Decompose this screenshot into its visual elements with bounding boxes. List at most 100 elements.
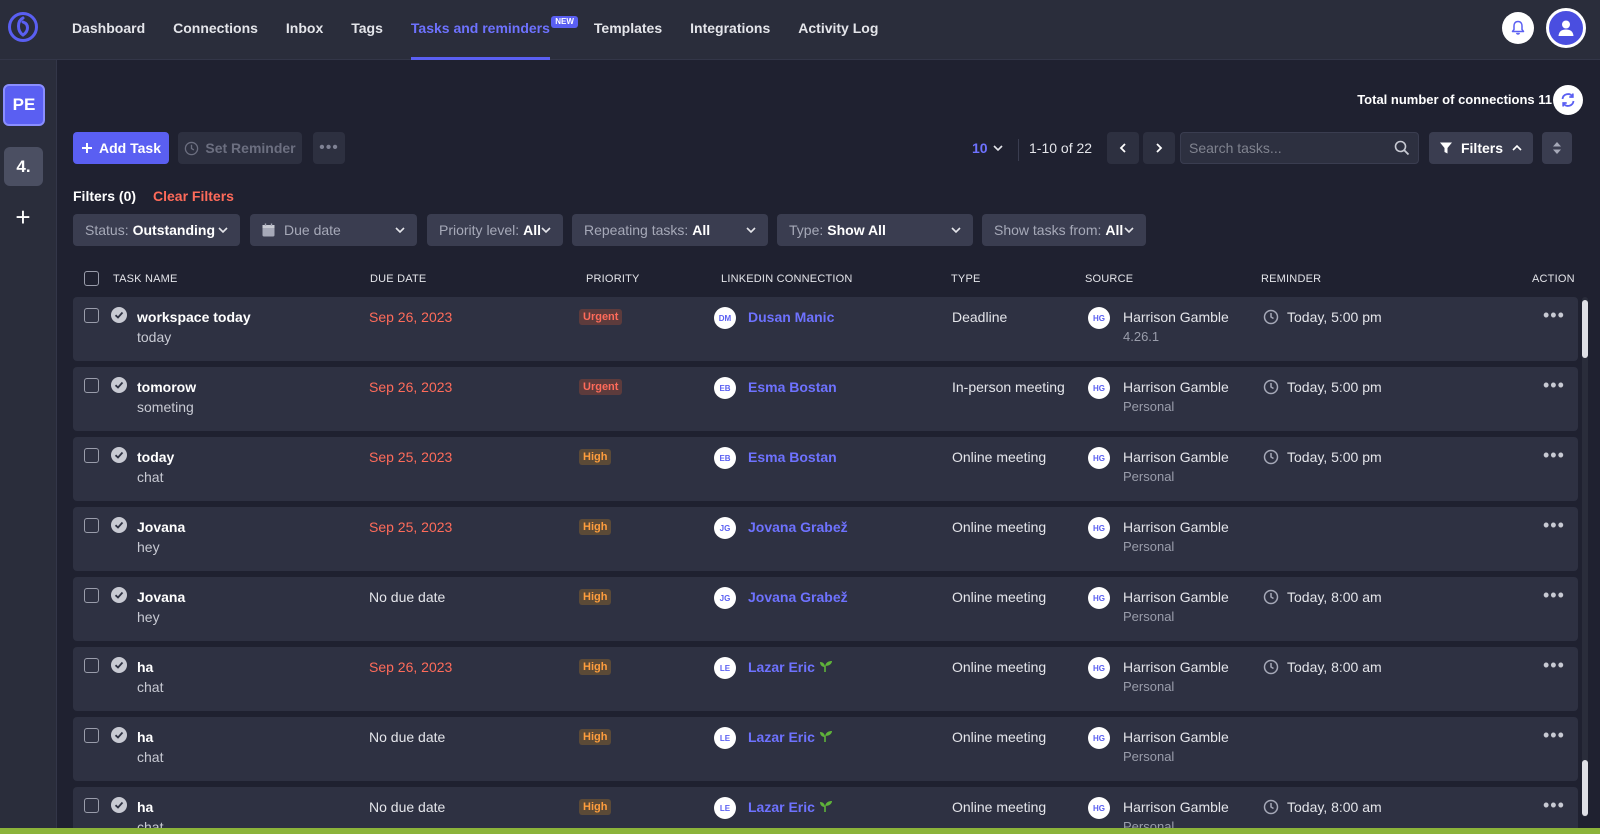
check-circle-icon[interactable] [111,587,127,603]
table-row[interactable]: ha chat No due date High LE Lazar Eric Online … [73,787,1578,828]
prev-page-button[interactable] [1107,132,1139,164]
connection-name[interactable]: Esma Bostan [748,449,837,465]
table-row[interactable]: tomorow someting Sep 26, 2023 Urgent EB Esma … [73,367,1578,431]
row-checkbox[interactable] [84,448,99,463]
row-checkbox[interactable] [84,378,99,393]
check-circle-icon[interactable] [111,797,127,813]
filters-toggle-button[interactable]: Filters [1429,132,1533,164]
sort-button[interactable] [1542,132,1572,164]
row-actions-button[interactable]: ••• [1543,795,1565,815]
complete-task-toggle[interactable] [111,727,127,748]
check-circle-icon[interactable] [111,657,127,673]
complete-task-toggle[interactable] [111,447,127,468]
reminder-time[interactable]: Today, 5:00 pm [1287,449,1382,465]
check-circle-icon[interactable] [111,377,127,393]
search-input[interactable] [1189,133,1389,163]
check-circle-icon[interactable] [111,517,127,533]
nav-connections[interactable]: Connections [173,20,258,36]
clear-filters-link[interactable]: Clear Filters [153,188,234,204]
due-date-filter-dropdown[interactable]: Due date [250,214,417,246]
row-checkbox[interactable] [84,588,99,603]
more-actions-button[interactable]: ••• [313,132,345,164]
repeating-filter-dropdown[interactable]: Repeating tasks: All [572,214,768,246]
task-name[interactable]: Jovana [137,519,186,535]
column-source[interactable]: SOURCE [1085,273,1134,285]
row-checkbox[interactable] [84,728,99,743]
column-task-name[interactable]: TASK NAME [113,273,178,285]
search-icon[interactable] [1394,140,1410,156]
add-task-button[interactable]: Add Task [73,132,169,164]
nav-dashboard[interactable]: Dashboard [72,20,146,36]
task-name[interactable]: tomorow [137,379,197,395]
connection-name[interactable]: Lazar Eric [748,799,833,815]
reminder-time[interactable]: Today, 5:00 pm [1287,379,1382,395]
connection-name[interactable]: Lazar Eric [748,729,833,745]
table-row[interactable]: today chat Sep 25, 2023 High EB Esma Bostan On… [73,437,1578,501]
row-checkbox[interactable] [84,658,99,673]
row-actions-button[interactable]: ••• [1543,725,1565,745]
reminder-time[interactable]: Today, 8:00 am [1287,799,1382,815]
complete-task-toggle[interactable] [111,377,127,398]
table-row[interactable]: workspace today today Sep 26, 2023 Urgent DM… [73,297,1578,361]
next-page-button[interactable] [1143,132,1175,164]
user-avatar[interactable] [1546,8,1586,48]
row-actions-button[interactable]: ••• [1543,585,1565,605]
task-name[interactable]: ha [137,729,154,745]
nav-templates[interactable]: Templates [593,20,663,36]
check-circle-icon[interactable] [111,307,127,323]
workspace-4[interactable]: 4. [4,147,43,186]
table-row[interactable]: Jovana hey Sep 25, 2023 High JG Jovana Grabež… [73,507,1578,571]
row-checkbox[interactable] [84,798,99,813]
task-name[interactable]: workspace today [137,309,251,325]
task-name[interactable]: today [137,449,175,465]
priority-filter-dropdown[interactable]: Priority level: All [427,214,563,246]
check-circle-icon[interactable] [111,447,127,463]
table-row[interactable]: ha chat No due date High LE Lazar Eric Online … [73,717,1578,781]
check-circle-icon[interactable] [111,727,127,743]
status-filter-dropdown[interactable]: Status: Outstanding [73,214,240,246]
row-actions-button[interactable]: ••• [1543,655,1565,675]
nav-integrations[interactable]: Integrations [690,20,771,36]
row-checkbox[interactable] [84,308,99,323]
notifications-button[interactable] [1502,12,1534,44]
reminder-time[interactable]: Today, 8:00 am [1287,659,1382,675]
row-actions-button[interactable]: ••• [1543,515,1565,535]
table-scrollbar-track[interactable] [1582,297,1588,817]
refresh-button[interactable] [1553,85,1583,115]
type-filter-dropdown[interactable]: Type: Show All [777,214,973,246]
workspace-pe[interactable]: PE [3,84,45,126]
reminder-time[interactable]: Today, 8:00 am [1287,589,1382,605]
table-scrollbar-thumb-lower[interactable] [1582,760,1588,816]
nav-activity-log[interactable]: Activity Log [798,20,879,36]
task-name[interactable]: Jovana [137,589,186,605]
column-linkedin-connection[interactable]: LINKEDIN CONNECTION [721,273,853,285]
column-type[interactable]: TYPE [951,273,981,285]
row-actions-button[interactable]: ••• [1543,305,1565,325]
table-row[interactable]: ha chat Sep 26, 2023 High LE Lazar Eric Online… [73,647,1578,711]
complete-task-toggle[interactable] [111,587,127,608]
logo-icon[interactable] [7,11,39,43]
table-scrollbar-thumb[interactable] [1582,300,1588,358]
connection-name[interactable]: Jovana Grabež [748,589,848,605]
nav-tasks-and-reminders[interactable]: Tasks and reminders NEW [397,0,580,60]
complete-task-toggle[interactable] [111,517,127,538]
nav-inbox[interactable]: Inbox [285,20,324,36]
connection-name[interactable]: Dusan Manic [748,309,834,325]
complete-task-toggle[interactable] [111,797,127,818]
column-priority[interactable]: PRIORITY [586,273,640,285]
table-row[interactable]: Jovana hey No due date High JG Jovana Grabež O… [73,577,1578,641]
task-name[interactable]: ha [137,659,154,675]
row-actions-button[interactable]: ••• [1543,445,1565,465]
per-page-select[interactable]: 10 [972,140,1004,156]
reminder-time[interactable]: Today, 5:00 pm [1287,309,1382,325]
complete-task-toggle[interactable] [111,657,127,678]
column-due-date[interactable]: DUE DATE [370,273,427,285]
nav-tags[interactable]: Tags [351,20,383,36]
row-actions-button[interactable]: ••• [1543,375,1565,395]
connection-name[interactable]: Lazar Eric [748,659,833,675]
task-name[interactable]: ha [137,799,154,815]
add-workspace-button[interactable]: + [15,202,31,232]
row-checkbox[interactable] [84,518,99,533]
select-all-checkbox[interactable] [84,271,99,286]
complete-task-toggle[interactable] [111,307,127,328]
